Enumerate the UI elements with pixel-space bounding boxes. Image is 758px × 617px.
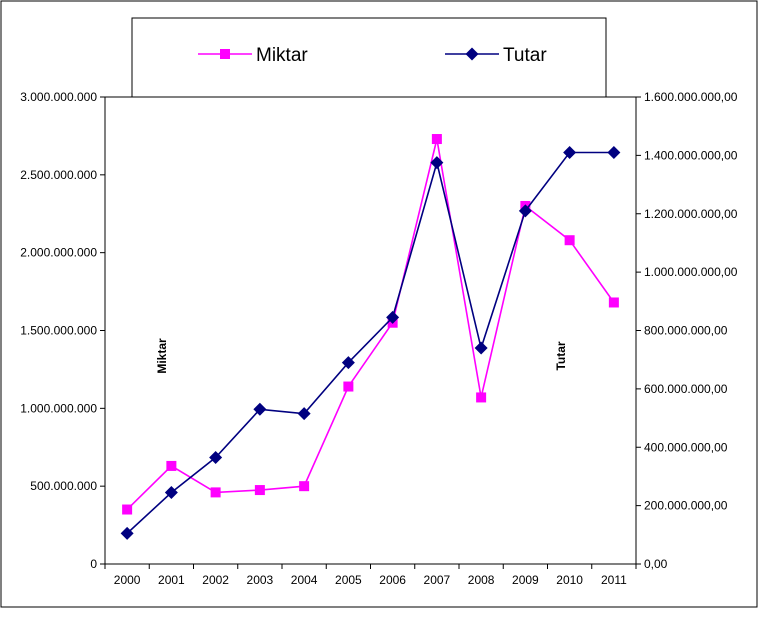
x-axis-tick-label: 2003 (247, 573, 274, 587)
series-layer (120, 134, 621, 540)
x-axis-tick-label: 2008 (468, 573, 495, 587)
data-point-tutar (297, 407, 311, 421)
data-point-miktar (564, 235, 575, 246)
data-point-miktar (608, 297, 619, 308)
legend-label-tutar: Tutar (503, 45, 547, 66)
left-axis-tick-label: 1.500.000.000 (20, 324, 97, 338)
x-axis-tick-label: 2004 (291, 573, 318, 587)
left-axis-tick-label: 0 (90, 557, 97, 571)
left-axis-tick-label: 2.000.000.000 (20, 246, 97, 260)
data-point-miktar (476, 392, 487, 403)
x-axis-tick-label: 2009 (512, 573, 539, 587)
right-axis-title: Tutar (554, 341, 568, 370)
left-axis-tick-label: 500.000.000 (30, 479, 97, 493)
right-axis-tick-label: 200.000.000,00 (644, 499, 728, 513)
x-axis-tick-label: 2006 (379, 573, 406, 587)
legend-label-miktar: Miktar (256, 45, 308, 66)
data-point-miktar (431, 134, 442, 145)
data-point-miktar (299, 481, 310, 492)
left-axis-tick-label: 2.500.000.000 (20, 168, 97, 182)
data-point-tutar (341, 356, 355, 370)
data-point-miktar (343, 381, 354, 392)
legend-box (131, 17, 607, 98)
right-axis-tick-label: 1.000.000.000,00 (644, 265, 738, 279)
data-point-tutar (518, 204, 532, 218)
data-point-tutar (253, 402, 267, 416)
x-axis-tick-label: 2002 (202, 573, 229, 587)
data-point-miktar (122, 504, 133, 515)
data-point-tutar (563, 145, 577, 159)
right-axis-tick-label: 1.600.000.000,00 (644, 90, 738, 104)
data-point-miktar (166, 460, 177, 471)
data-point-miktar (210, 487, 221, 498)
x-axis-tick-label: 2010 (556, 573, 583, 587)
legend-marker-miktar (220, 49, 230, 59)
right-axis-tick-label: 1.200.000.000,00 (644, 207, 738, 221)
legend: Miktar Tutar (131, 17, 607, 98)
data-point-tutar (120, 526, 134, 540)
data-point-miktar (254, 485, 265, 496)
data-point-tutar (430, 156, 444, 170)
x-axis: 2000 2001 2002 2003 2004 2005 2006 2007 2008 2009… (104, 564, 637, 587)
right-axis-tick-label: 600.000.000,00 (644, 382, 728, 396)
x-axis-tick-label: 2001 (158, 573, 185, 587)
right-axis-tick-label: 400.000.000,00 (644, 440, 728, 454)
x-axis-tick-label: 2011 (601, 573, 627, 587)
x-axis-tick-label: 2007 (424, 573, 451, 587)
right-axis-tick-label: 0,00 (644, 557, 668, 571)
legend-marker-tutar (465, 47, 479, 61)
left-axis-tick-label: 1.000.000.000 (20, 401, 97, 415)
x-axis-tick-label: 2000 (114, 573, 141, 587)
series-line-miktar (126, 138, 615, 511)
data-point-tutar (386, 310, 400, 324)
x-axis-tick-label: 2005 (335, 573, 362, 587)
right-axis-tick-label: 800.000.000,00 (644, 324, 728, 338)
right-axis-tick-label: 1.400.000.000,00 (644, 148, 738, 162)
left-axis: 0 500.000.000 1.000.000.000 1.500.000.000 2.… (20, 90, 105, 571)
right-axis: 0,00 200.000.000,00 400.000.000,00 600.000.… (636, 90, 738, 571)
series-line-tutar (126, 151, 614, 534)
left-axis-title: Miktar (155, 338, 169, 374)
data-point-tutar (607, 145, 621, 159)
data-point-tutar (209, 450, 223, 464)
data-point-tutar (474, 341, 488, 355)
left-axis-tick-label: 3.000.000.000 (20, 90, 97, 104)
data-point-tutar (164, 485, 178, 499)
